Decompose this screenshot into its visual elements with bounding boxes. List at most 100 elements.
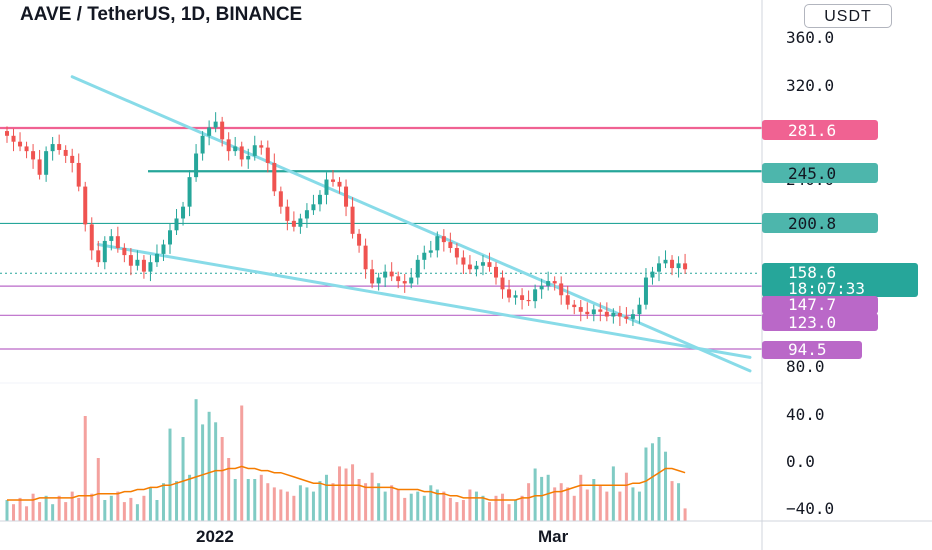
candle-body — [637, 304, 642, 315]
volume-pane — [5, 399, 687, 521]
volume-bar — [624, 472, 628, 521]
candle-body — [494, 266, 498, 278]
candle-body — [474, 265, 479, 270]
candle-body — [448, 242, 453, 249]
candle-body — [533, 289, 538, 302]
level-badge-123-0[interactable]: 123.0 — [762, 313, 878, 332]
volume-tick: 40.0 — [786, 405, 825, 424]
candle-body — [220, 121, 225, 140]
currency-button[interactable]: USDT — [804, 4, 892, 28]
volume-bar — [383, 491, 387, 521]
candle-body — [591, 309, 596, 315]
volume-bar — [188, 474, 192, 521]
volume-bar — [305, 487, 309, 521]
bar-countdown: 18:07:33 — [788, 279, 865, 298]
candle-body — [376, 277, 381, 284]
volume-bar — [592, 479, 596, 521]
volume-bar — [546, 474, 550, 521]
candle-body — [37, 159, 42, 175]
volume-bar — [448, 497, 452, 521]
volume-bar — [507, 504, 511, 521]
volume-bar — [96, 458, 100, 521]
candle-body — [350, 206, 355, 234]
candle-body — [480, 262, 485, 266]
volume-bar — [18, 497, 22, 521]
volume-bar — [370, 472, 374, 521]
volume-bar — [5, 500, 9, 521]
horizontal-levels — [0, 126, 762, 350]
volume-bar — [253, 479, 257, 521]
candle-body — [539, 285, 544, 290]
candle-body — [630, 314, 635, 319]
level-badge-94-5[interactable]: 94.5 — [762, 340, 862, 359]
candle-body — [207, 127, 212, 136]
volume-bar — [487, 502, 491, 521]
candle-body — [428, 250, 433, 253]
candle-body — [624, 316, 629, 319]
volume-bar — [64, 502, 68, 521]
candle-body — [409, 277, 414, 284]
volume-bar — [514, 500, 518, 521]
volume-bar — [390, 485, 394, 521]
candle-body — [357, 233, 362, 246]
candle-body — [128, 255, 133, 266]
volume-bar — [403, 497, 407, 521]
volume-bar — [285, 491, 289, 521]
volume-bar — [429, 485, 433, 521]
level-badge-147-7[interactable]: 147.7 — [762, 295, 878, 314]
trendline[interactable] — [96, 242, 752, 359]
candle-body — [115, 236, 120, 249]
volume-bar — [611, 466, 615, 521]
volume-bar — [12, 504, 16, 521]
volume-bar — [650, 443, 654, 521]
volume-bar — [461, 500, 465, 521]
candle-body — [291, 220, 296, 227]
volume-bar — [377, 483, 381, 521]
candle-body — [683, 263, 688, 270]
volume-bar — [416, 491, 420, 521]
volume-bar — [240, 405, 244, 521]
candle-body — [213, 121, 218, 128]
candle-body — [650, 271, 655, 278]
candle-body — [454, 248, 459, 258]
candle-body — [500, 277, 505, 290]
candle-body — [402, 281, 407, 284]
level-badge-245-0[interactable]: 245.0 — [762, 163, 878, 183]
volume-bar — [494, 495, 498, 521]
volume-bar — [344, 468, 348, 521]
trendline[interactable] — [70, 75, 752, 373]
volume-bar — [553, 487, 557, 521]
candle-body — [96, 250, 101, 263]
candle-body — [233, 146, 238, 152]
candles — [5, 112, 688, 326]
volume-bar — [559, 483, 563, 521]
level-badge-200-8[interactable]: 200.8 — [762, 213, 878, 233]
volume-bar — [520, 495, 524, 521]
volume-bar — [474, 491, 478, 521]
candle-body — [441, 236, 446, 243]
candle-body — [141, 259, 146, 272]
candle-body — [174, 218, 179, 231]
candle-body — [76, 162, 81, 187]
volume-bar — [435, 489, 439, 521]
candle-body — [187, 177, 192, 207]
candle-body — [102, 240, 107, 263]
volume-bar — [161, 483, 165, 521]
candle-body — [278, 191, 283, 207]
volume-bar — [70, 491, 74, 521]
volume-tick: 0.0 — [786, 452, 815, 471]
volume-bar — [259, 474, 263, 521]
candle-body — [18, 141, 23, 147]
svg-text:147.7: 147.7 — [788, 295, 836, 314]
volume-bar — [194, 399, 198, 521]
candle-body — [265, 147, 270, 163]
candle-body — [598, 309, 603, 312]
candle-body — [44, 151, 49, 175]
volume-bar — [468, 489, 472, 521]
candle-body — [317, 194, 322, 205]
level-badge-281-6[interactable]: 281.6 — [762, 120, 878, 140]
last-price-badge[interactable]: 158.6 18:07:33 — [762, 263, 918, 298]
volume-bar — [331, 483, 335, 521]
volume-bar — [409, 493, 413, 521]
